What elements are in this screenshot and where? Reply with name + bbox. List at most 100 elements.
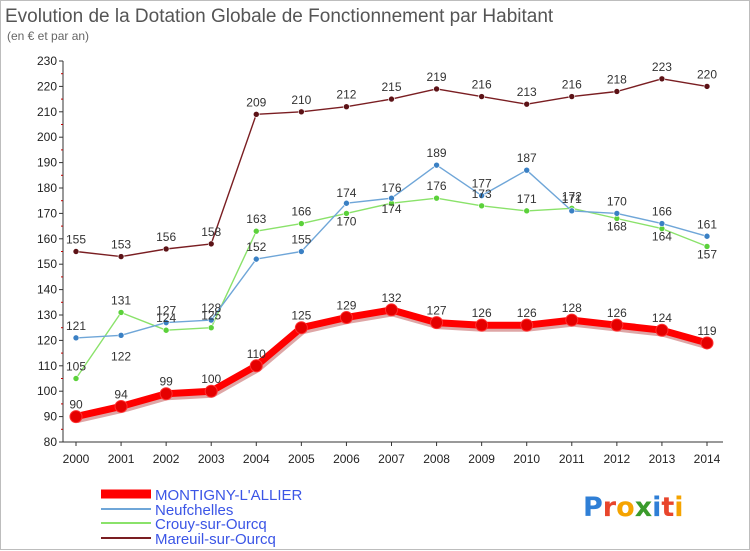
data-point-crouy-sur-ourcq	[478, 202, 485, 210]
data-label-mareuil-sur-ourcq: 156	[156, 230, 176, 244]
data-point-neufchelles	[478, 192, 485, 199]
data-label-neufchelles: 171	[562, 192, 582, 206]
data-point-neufchelles	[523, 166, 531, 174]
data-point-mareuil-sur-ourcq	[568, 93, 576, 100]
data-label-crouy-sur-ourcq: 164	[652, 230, 672, 244]
data-label-montigny-l-allier: 126	[472, 306, 492, 320]
data-point-montigny-l-allier	[294, 321, 308, 335]
chart-subtitle: (en € et par an)	[7, 29, 89, 43]
data-label-crouy-sur-ourcq: 166	[291, 205, 311, 219]
y-tick-label: 200	[37, 130, 57, 144]
y-tick-label: 170	[37, 206, 57, 220]
data-point-neufchelles	[162, 319, 170, 326]
data-label-mareuil-sur-ourcq: 219	[427, 70, 447, 84]
data-label-montigny-l-allier: 126	[607, 306, 627, 320]
data-label-crouy-sur-ourcq: 170	[336, 214, 356, 228]
y-tick-label: 150	[37, 257, 57, 271]
chart-axes: 8090100110120130140150160170180190200210…	[37, 54, 723, 466]
data-point-montigny-l-allier	[339, 311, 353, 325]
data-point-mareuil-sur-ourcq	[388, 95, 395, 103]
y-tick-label: 120	[37, 333, 57, 347]
proxiti-logo: Proxiti	[583, 492, 684, 523]
logo-letter: i	[674, 492, 683, 523]
data-labels: 155 153 156 158 209 210 212 215 219 216 213 216 218 2…	[66, 60, 717, 412]
x-tick-label: 2000	[63, 452, 90, 466]
x-tick-label: 2005	[288, 452, 315, 466]
x-tick-label: 2003	[198, 452, 225, 466]
data-label-montigny-l-allier: 128	[562, 301, 582, 315]
data-point-crouy-sur-ourcq	[252, 227, 260, 235]
data-label-mareuil-sur-ourcq: 158	[201, 225, 221, 239]
x-tick-label: 2011	[559, 452, 585, 466]
data-point-montigny-l-allier	[249, 359, 263, 373]
y-tick-label: 80	[44, 435, 58, 449]
data-label-montigny-l-allier: 129	[336, 299, 356, 313]
x-tick-label: 2014	[694, 452, 721, 466]
data-label-neufchelles: 187	[517, 151, 537, 165]
data-point-neufchelles	[613, 210, 621, 217]
legend-label-mareuil-sur-ourcq: Mareuil-sur-Ourcq	[155, 531, 276, 548]
data-point-montigny-l-allier	[700, 336, 714, 350]
data-label-crouy-sur-ourcq: 171	[517, 192, 537, 206]
data-label-mareuil-sur-ourcq: 223	[652, 60, 672, 74]
data-point-crouy-sur-ourcq	[298, 220, 305, 227]
data-label-neufchelles: 170	[607, 194, 627, 208]
data-label-crouy-sur-ourcq: 176	[427, 179, 447, 193]
data-label-crouy-sur-ourcq: 105	[66, 360, 86, 374]
data-point-neufchelles	[72, 334, 80, 342]
data-point-mareuil-sur-ourcq	[72, 248, 80, 255]
y-tick-label: 100	[37, 384, 57, 398]
x-tick-label: 2010	[513, 452, 540, 466]
data-point-mareuil-sur-ourcq	[117, 253, 125, 260]
data-label-neufchelles: 127	[156, 304, 176, 318]
logo-letter: i	[652, 492, 661, 523]
x-tick-label: 2002	[153, 452, 180, 466]
data-label-mareuil-sur-ourcq: 216	[472, 78, 492, 92]
data-point-montigny-l-allier	[430, 316, 444, 330]
data-point-neufchelles	[252, 255, 260, 263]
data-label-montigny-l-allier: 132	[381, 291, 401, 305]
data-label-mareuil-sur-ourcq: 216	[562, 78, 582, 92]
data-label-montigny-l-allier: 119	[697, 324, 716, 338]
data-label-mareuil-sur-ourcq: 210	[291, 93, 311, 107]
data-point-mareuil-sur-ourcq	[703, 83, 711, 90]
y-tick-label: 110	[38, 359, 57, 373]
data-label-crouy-sur-ourcq: 163	[246, 212, 266, 226]
data-point-neufchelles	[343, 199, 350, 207]
x-tick-label: 2008	[423, 452, 450, 466]
data-label-neufchelles: 155	[291, 233, 311, 247]
data-label-neufchelles: 174	[336, 186, 356, 200]
data-point-crouy-sur-ourcq	[117, 309, 125, 316]
y-tick-label: 210	[37, 105, 57, 119]
data-label-neufchelles: 166	[652, 205, 672, 219]
data-point-montigny-l-allier	[159, 387, 173, 401]
data-label-montigny-l-allier: 126	[517, 306, 537, 320]
x-tick-label: 2009	[468, 452, 495, 466]
data-point-neufchelles	[117, 332, 125, 339]
data-point-crouy-sur-ourcq	[343, 210, 350, 217]
data-label-neufchelles: 152	[246, 240, 266, 254]
data-label-mareuil-sur-ourcq: 213	[517, 85, 537, 99]
data-point-montigny-l-allier	[520, 318, 534, 332]
y-tick-label: 130	[37, 308, 57, 322]
series-layer	[69, 75, 714, 424]
data-label-mareuil-sur-ourcq: 220	[697, 67, 717, 81]
logo-letter: t	[661, 492, 674, 523]
data-label-neufchelles: 189	[427, 146, 447, 160]
x-tick-label: 2007	[378, 452, 405, 466]
logo-letter: P	[583, 492, 603, 523]
x-tick-label: 2013	[649, 452, 676, 466]
data-label-crouy-sur-ourcq: 131	[111, 293, 131, 307]
data-label-neufchelles: 121	[66, 319, 86, 333]
x-tick-label: 2004	[243, 452, 270, 466]
data-point-crouy-sur-ourcq	[207, 324, 215, 332]
y-tick-label: 90	[44, 410, 58, 424]
data-label-crouy-sur-ourcq: 124	[156, 311, 176, 325]
data-point-mareuil-sur-ourcq	[252, 111, 260, 118]
y-tick-label: 220	[37, 79, 57, 93]
data-point-montigny-l-allier	[565, 313, 579, 327]
data-point-montigny-l-allier	[655, 323, 669, 337]
y-tick-label: 180	[37, 181, 57, 195]
